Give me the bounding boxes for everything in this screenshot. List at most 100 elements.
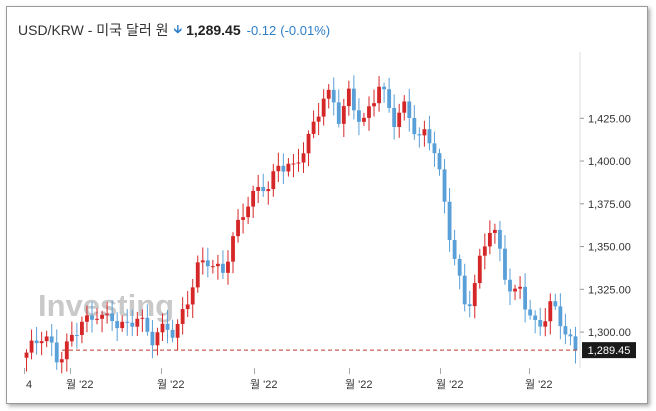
candle-down[interactable] <box>74 334 79 336</box>
candle-up[interactable] <box>487 232 492 247</box>
candle-up[interactable] <box>190 287 195 305</box>
candle-up[interactable] <box>296 162 301 164</box>
candle-down[interactable] <box>573 336 578 351</box>
candle-up[interactable] <box>341 106 346 124</box>
candle-down[interactable] <box>498 229 502 249</box>
candle-down[interactable] <box>503 248 507 280</box>
candle-up[interactable] <box>276 165 281 172</box>
candle-up[interactable] <box>271 171 276 190</box>
candle-down[interactable] <box>442 169 447 202</box>
candle-down[interactable] <box>528 309 533 316</box>
candle-down[interactable] <box>538 319 543 327</box>
candle-down[interactable] <box>508 279 512 292</box>
candle-up[interactable] <box>226 261 230 273</box>
candle-down[interactable] <box>281 165 286 172</box>
candle-up[interactable] <box>402 101 407 113</box>
candle-up[interactable] <box>291 163 296 165</box>
candle-up[interactable] <box>316 116 321 122</box>
candle-up[interactable] <box>286 163 291 172</box>
candle-down[interactable] <box>387 89 392 108</box>
candle-down[interactable] <box>145 317 150 332</box>
candle-up[interactable] <box>64 341 69 360</box>
candle-down[interactable] <box>533 315 538 320</box>
candle-up[interactable] <box>85 315 89 322</box>
candle-down[interactable] <box>49 336 54 343</box>
candle-down[interactable] <box>412 117 417 135</box>
candle-up[interactable] <box>362 117 366 122</box>
candle-down[interactable] <box>417 134 422 136</box>
candle-up[interactable] <box>155 332 160 346</box>
candle-up[interactable] <box>195 262 200 288</box>
candle-up[interactable] <box>543 321 548 327</box>
candle-down[interactable] <box>407 101 412 118</box>
candle-up[interactable] <box>311 121 316 134</box>
candle-down[interactable] <box>462 275 467 305</box>
candle-up[interactable] <box>251 190 256 207</box>
candle-down[interactable] <box>165 323 170 330</box>
candle-up[interactable] <box>180 309 185 324</box>
candle-down[interactable] <box>457 258 462 276</box>
candle-down[interactable] <box>563 326 568 335</box>
candle-up[interactable] <box>80 321 84 335</box>
candle-down[interactable] <box>357 110 361 122</box>
candle-up[interactable] <box>472 283 477 307</box>
candle-up[interactable] <box>513 288 517 292</box>
candle-down[interactable] <box>553 301 558 307</box>
candle-up[interactable] <box>422 129 427 136</box>
candle-up[interactable] <box>44 336 49 342</box>
candle-down[interactable] <box>467 304 472 307</box>
candle-up[interactable] <box>39 341 44 344</box>
candle-up[interactable] <box>95 318 99 320</box>
candle-down[interactable] <box>170 329 175 338</box>
candle-down[interactable] <box>558 306 563 327</box>
candle-down[interactable] <box>447 201 452 241</box>
candle-up[interactable] <box>377 86 381 104</box>
candle-down[interactable] <box>382 86 387 90</box>
candle-up[interactable] <box>210 266 215 268</box>
candle-up[interactable] <box>397 112 402 127</box>
candle-up[interactable] <box>236 219 240 237</box>
candle-down[interactable] <box>392 107 397 127</box>
candle-down[interactable] <box>437 153 442 170</box>
candle-up[interactable] <box>301 153 306 163</box>
candle-up[interactable] <box>231 236 235 262</box>
candle-up[interactable] <box>100 314 104 319</box>
candle-down[interactable] <box>523 286 528 310</box>
candle-down[interactable] <box>568 334 573 337</box>
candle-down[interactable] <box>261 187 266 192</box>
candle-up[interactable] <box>482 246 487 256</box>
candle-down[interactable] <box>130 322 135 327</box>
candle-down[interactable] <box>110 313 115 322</box>
candle-down[interactable] <box>54 342 59 363</box>
candle-up[interactable] <box>120 321 125 329</box>
candle-up[interactable] <box>59 359 64 363</box>
candle-up[interactable] <box>367 106 371 118</box>
candle-down[interactable] <box>125 321 130 323</box>
candle-down[interactable] <box>331 89 336 103</box>
candle-down[interactable] <box>432 143 437 154</box>
candle-down[interactable] <box>34 340 39 344</box>
candle-up[interactable] <box>306 133 311 154</box>
candle-down[interactable] <box>336 102 341 124</box>
candle-up[interactable] <box>372 103 376 107</box>
candle-down[interactable] <box>150 331 155 346</box>
candle-up[interactable] <box>135 318 140 327</box>
candle-up[interactable] <box>105 313 110 315</box>
candle-down[interactable] <box>351 88 356 111</box>
candle-up[interactable] <box>256 187 261 191</box>
candle-up[interactable] <box>241 217 245 220</box>
candle-up[interactable] <box>346 88 351 107</box>
candle-up[interactable] <box>321 98 326 117</box>
candle-up[interactable] <box>69 334 74 342</box>
candle-up[interactable] <box>246 206 251 218</box>
candle-up[interactable] <box>266 189 271 192</box>
candle-up[interactable] <box>326 89 331 99</box>
candle-up[interactable] <box>518 286 522 289</box>
candle-up[interactable] <box>492 229 497 233</box>
candle-down[interactable] <box>221 263 225 273</box>
candle-up[interactable] <box>477 255 482 284</box>
candle-down[interactable] <box>452 240 457 259</box>
candle-up[interactable] <box>160 323 165 333</box>
candle-up[interactable] <box>175 323 180 338</box>
